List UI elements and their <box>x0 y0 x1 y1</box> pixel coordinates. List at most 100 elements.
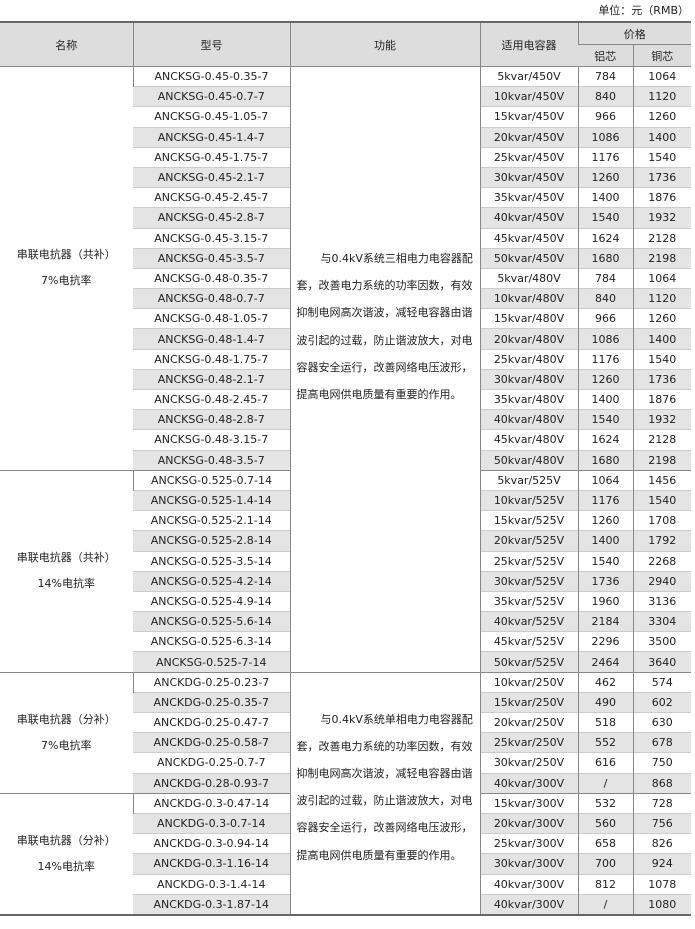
table-row: ANCKSG-0.45-0.7-7 10kvar/450V 840 1120 <box>0 86 691 107</box>
copper-price: 3500 <box>632 631 691 652</box>
model-cell: ANCKDG-0.3-1.4-14 <box>133 873 290 895</box>
table-row: ANCKSG-0.45-2.1-7 30kvar/450V 1260 1736 <box>0 166 691 188</box>
table-row: 串联电抗器（共补） 7%电抗率 ANCKSG-0.45-0.35-7 与0.4kV系统… <box>0 65 691 673</box>
header-copper: 铜芯 <box>632 44 691 67</box>
model-cell: ANCKSG-0.525-0.7-14 <box>132 469 290 491</box>
copper-price: 630 <box>632 711 691 733</box>
capacitor-cell: 25kvar/525V <box>479 550 578 572</box>
table-row: ANCKSG-0.525-1.4-14 10kvar/525V 1176 1540 <box>0 489 691 511</box>
capacitor-cell: 25kvar/300V <box>479 833 578 854</box>
model-cell: ANCKSG-0.525-4.9-14 <box>133 590 290 612</box>
model-cell: ANCKSG-0.45-0.35-7 <box>132 65 290 87</box>
table-row: ANCKSG-0.45-2.45-7 35kvar/450V 1400 1876 <box>0 187 691 208</box>
table-body: 串联电抗器（共补） 7%电抗率 ANCKSG-0.45-0.35-7 与0.4kV系统… <box>0 65 691 915</box>
copper-price: 1260 <box>632 106 691 128</box>
copper-price: 3136 <box>632 590 691 612</box>
table-row: ANCKSG-0.48-3.5-7 50kvar/480V 1680 2198 <box>0 449 691 471</box>
capacitor-cell: 30kvar/300V <box>479 853 578 874</box>
capacitor-cell: 20kvar/525V <box>479 530 578 551</box>
product-name-cell: 串联电抗器（共补） 14%电抗率 <box>0 469 133 673</box>
aluminum-price: 1400 <box>577 187 633 208</box>
copper-price: 1400 <box>632 328 691 350</box>
copper-price: 1540 <box>632 489 691 511</box>
table-row: ANCKDG-0.25-0.58-7 25kvar/250V 552 678 <box>0 732 691 753</box>
product-name: 串联电抗器（共补） <box>16 248 116 262</box>
model-cell: ANCKSG-0.525-2.8-14 <box>133 530 290 551</box>
model-cell: ANCKSG-0.525-3.5-14 <box>133 550 290 572</box>
capacitor-cell: 30kvar/450V <box>479 166 578 188</box>
capacitor-cell: 30kvar/525V <box>479 570 578 592</box>
model-cell: ANCKSG-0.45-1.4-7 <box>133 126 290 148</box>
copper-price: 868 <box>632 772 691 794</box>
aluminum-price: 1064 <box>577 469 633 491</box>
table-row: ANCKSG-0.48-3.15-7 45kvar/480V 1624 2128 <box>0 429 691 451</box>
capacitor-cell: 20kvar/300V <box>479 812 578 834</box>
model-cell: ANCKSG-0.45-1.05-7 <box>133 106 290 128</box>
copper-price: 1078 <box>632 873 691 895</box>
capacitor-cell: 45kvar/525V <box>479 631 578 652</box>
model-cell: ANCKSG-0.48-2.45-7 <box>133 388 290 410</box>
table-row: ANCKDG-0.3-1.87-14 40kvar/300V/1080 <box>0 893 691 915</box>
capacitor-cell: 30kvar/250V <box>479 752 578 774</box>
reactance-rate: 14%电抗率 <box>37 859 95 873</box>
table-row: ANCKDG-0.28-0.93-7 40kvar/300V/868 <box>0 772 691 794</box>
model-cell: ANCKDG-0.28-0.93-7 <box>133 772 290 794</box>
copper-price: 750 <box>632 752 691 774</box>
aluminum-price: 1176 <box>577 348 633 370</box>
model-cell: ANCKDG-0.25-0.23-7 <box>132 671 290 693</box>
model-cell: ANCKSG-0.48-2.1-7 <box>133 368 290 390</box>
model-cell: ANCKSG-0.45-3.5-7 <box>133 247 290 269</box>
product-name-cell: 串联电抗器（分补） 7%电抗率 <box>0 671 133 794</box>
copper-price: 924 <box>632 853 691 874</box>
table-row: ANCKSG-0.525-6.3-14 45kvar/525V 2296 3500 <box>0 631 691 652</box>
table-row: ANCKSG-0.525-5.6-14 40kvar/525V 2184 3304 <box>0 611 691 632</box>
model-cell: ANCKSG-0.45-1.75-7 <box>133 146 290 168</box>
aluminum-price: 966 <box>577 106 633 128</box>
copper-price: 1080 <box>632 893 691 915</box>
aluminum-price: 840 <box>577 288 633 309</box>
table-row: ANCKSG-0.45-1.05-7 15kvar/450V 966 1260 <box>0 106 691 128</box>
aluminum-price: 2296 <box>577 631 633 652</box>
table-row: ANCKDG-0.3-1.16-14 30kvar/300V 700 924 <box>0 853 691 874</box>
aluminum-price: 966 <box>577 308 633 329</box>
copper-price: 1540 <box>632 348 691 370</box>
capacitor-cell: 25kvar/250V <box>479 732 578 753</box>
table-row: ANCKDG-0.25-0.47-7 20kvar/250V 518 630 <box>0 711 691 733</box>
table-row: ANCKDG-0.3-0.7-14 20kvar/300V 560 756 <box>0 812 691 834</box>
function-text: 与0.4kV系统三相电力电容器配套，改善电力系统的功率因数，有效抑制电网高次谐波… <box>296 252 473 402</box>
model-cell: ANCKDG-0.25-0.7-7 <box>133 752 290 774</box>
aluminum-price: / <box>577 772 633 794</box>
capacitor-cell: 15kvar/250V <box>479 691 578 713</box>
capacitor-cell: 15kvar/480V <box>479 308 578 329</box>
aluminum-price: 1176 <box>577 146 633 168</box>
copper-price: 1932 <box>632 409 691 430</box>
table-row: ANCKSG-0.48-2.1-7 30kvar/480V 1260 1736 <box>0 368 691 390</box>
capacitor-cell: 45kvar/450V <box>479 227 578 249</box>
copper-price: 1736 <box>632 166 691 188</box>
copper-price: 728 <box>632 792 691 814</box>
aluminum-price: 560 <box>577 812 633 834</box>
copper-price: 1120 <box>632 288 691 309</box>
aluminum-price: 1960 <box>577 590 633 612</box>
capacitor-cell: 50kvar/525V <box>479 651 578 673</box>
aluminum-price: 840 <box>577 86 633 107</box>
aluminum-price: 1680 <box>577 449 633 471</box>
model-cell: ANCKSG-0.48-1.75-7 <box>133 348 290 370</box>
model-cell: ANCKSG-0.48-3.15-7 <box>133 429 290 451</box>
capacitor-cell: 5kvar/480V <box>479 267 578 289</box>
model-cell: ANCKSG-0.48-0.7-7 <box>133 288 290 309</box>
copper-price: 1876 <box>632 187 691 208</box>
aluminum-price: 1540 <box>577 409 633 430</box>
capacitor-cell: 10kvar/480V <box>479 288 578 309</box>
capacitor-cell: 40kvar/525V <box>479 611 578 632</box>
table-row: ANCKSG-0.45-3.5-7 50kvar/450V 1680 2198 <box>0 247 691 269</box>
aluminum-price: 1086 <box>577 328 633 350</box>
capacitor-cell: 40kvar/300V <box>479 893 578 915</box>
table-row: ANCKSG-0.525-4.2-14 30kvar/525V 1736 2940 <box>0 570 691 592</box>
table-row: ANCKSG-0.48-1.05-7 15kvar/480V 966 1260 <box>0 308 691 329</box>
aluminum-price: 784 <box>577 65 633 87</box>
aluminum-price: 1260 <box>577 166 633 188</box>
copper-price: 1736 <box>632 368 691 390</box>
aluminum-price: 490 <box>577 691 633 713</box>
copper-price: 2128 <box>632 429 691 451</box>
